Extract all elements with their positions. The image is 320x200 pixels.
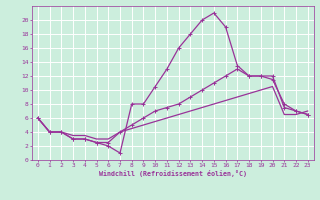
X-axis label: Windchill (Refroidissement éolien,°C): Windchill (Refroidissement éolien,°C) bbox=[99, 170, 247, 177]
